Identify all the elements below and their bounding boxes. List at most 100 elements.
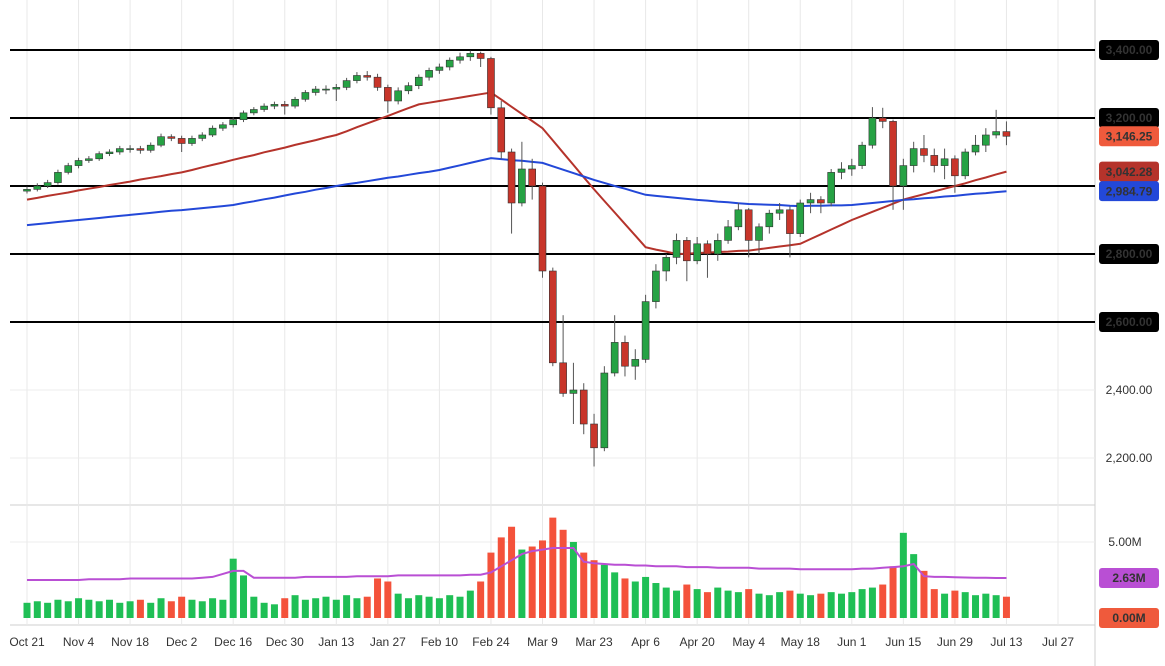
x-tick-label: Apr 6 (631, 635, 660, 649)
candle-body (652, 270, 660, 302)
volume-bar (487, 552, 495, 618)
candle-body (621, 342, 629, 367)
volume-bar (879, 584, 887, 618)
candle-body (33, 185, 42, 190)
candle-body (600, 372, 609, 449)
x-tick-label: Nov 18 (111, 635, 149, 649)
volume-bar (394, 593, 402, 618)
x-tick-label: Feb 24 (472, 635, 510, 649)
candle-body (837, 168, 846, 173)
y-tick-label: 3,200.00 (1106, 111, 1153, 125)
volume-bar (374, 578, 382, 618)
volume-bar (415, 595, 423, 618)
volume-bar (528, 546, 536, 618)
volume-bar (44, 602, 52, 618)
volume-bar (95, 601, 103, 618)
candle-body (167, 136, 176, 139)
volume-bar (693, 589, 701, 618)
volume-bar (673, 590, 681, 618)
candle-body (105, 151, 114, 154)
volume-bar (301, 599, 309, 618)
candle-body (229, 119, 237, 126)
candle-body (961, 151, 970, 177)
candle-body (899, 165, 908, 187)
candle-body (435, 66, 444, 71)
candle-body (301, 92, 310, 100)
candle-body (806, 199, 815, 204)
volume-bar (992, 595, 1000, 618)
y-tick-box (1099, 312, 1159, 333)
volume-bar (559, 529, 567, 618)
x-tick-label: Jun 29 (937, 635, 973, 649)
volume-bar (734, 592, 742, 618)
candle-body (662, 257, 671, 272)
volume-bar (796, 593, 804, 618)
candle-body (384, 87, 392, 102)
volume-bar (54, 599, 62, 618)
volume-bar (281, 598, 289, 618)
candle-body (868, 117, 877, 146)
volume-bar (157, 598, 165, 618)
candle-body (992, 131, 1000, 136)
x-tick-label: Jun 1 (837, 635, 867, 649)
candle-body (219, 124, 227, 129)
y-tick-label: 2,600.00 (1106, 315, 1153, 329)
volume-bar (209, 598, 217, 618)
candle-body (497, 107, 506, 153)
volume-bar (250, 596, 258, 618)
candle-body (414, 76, 423, 86)
volume-bar (972, 595, 980, 618)
candle-body (23, 189, 31, 192)
y-tick-box (1099, 107, 1159, 128)
x-tick-label: Feb 10 (421, 635, 459, 649)
last-value-box (1099, 608, 1159, 628)
candle-body (43, 182, 52, 187)
last-value-box (1099, 181, 1159, 202)
candle-body (363, 75, 372, 78)
volume-bar (363, 596, 371, 618)
volume-bar (569, 541, 577, 618)
candle-body (827, 172, 835, 204)
volume-bar (776, 592, 784, 618)
volume-bar (466, 590, 474, 618)
candle-body (683, 240, 691, 262)
y-tick-label: 2,200.00 (1106, 451, 1153, 465)
volume-bar (198, 601, 206, 618)
volume-bar (837, 593, 845, 618)
x-tick-label: Oct 21 (9, 635, 45, 649)
volume-bar (64, 601, 72, 618)
candle-body (239, 112, 248, 120)
y-tick-box (1099, 39, 1159, 60)
volume-bar (621, 578, 629, 618)
candle-body (724, 226, 732, 241)
volume-bar (951, 590, 959, 618)
volume-bar (930, 589, 938, 618)
last-value-label: 2.63M (1112, 571, 1145, 585)
volume-bar (85, 599, 93, 618)
volume-bar (240, 575, 248, 618)
candle-body (549, 270, 557, 364)
volume-bar (765, 595, 773, 618)
volume-bar (508, 526, 516, 618)
candle-body (456, 56, 464, 61)
candle-body (208, 127, 217, 136)
x-tick-label: Mar 23 (575, 635, 613, 649)
volume-bar (384, 581, 392, 618)
volume-bar (260, 602, 268, 618)
last-value-box (1099, 568, 1159, 589)
candle-body (693, 243, 701, 262)
candle-body (394, 90, 402, 102)
candle-body (775, 209, 784, 214)
volume-bar (75, 598, 83, 618)
candle-body (579, 389, 588, 425)
volume-bar (539, 540, 546, 618)
candle-body (796, 202, 805, 234)
candle-body (54, 172, 62, 183)
candle-body (373, 76, 382, 88)
x-tick-label: Jan 13 (318, 635, 354, 649)
volume-bar (652, 583, 660, 618)
candle-body (487, 58, 495, 109)
candle-body (198, 134, 207, 139)
volume-bar (446, 595, 454, 618)
